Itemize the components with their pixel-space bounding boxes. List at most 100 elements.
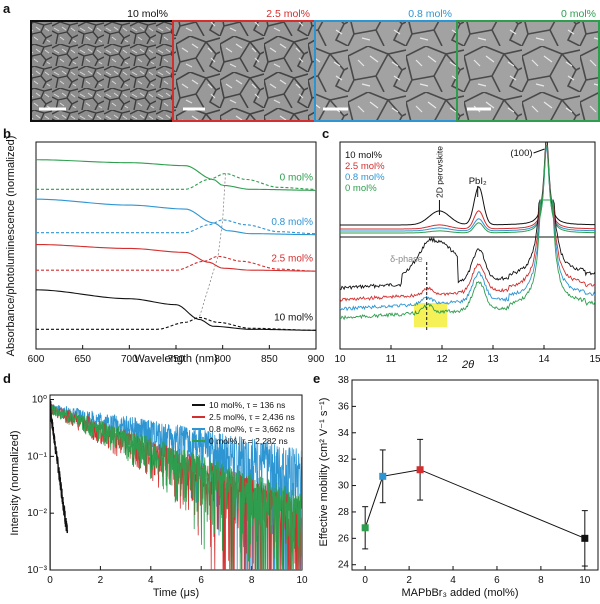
- sem-caption-0mol: 0 mol%: [561, 8, 596, 20]
- chart-e-xlabel: MAPbBr₃ added (mol%): [402, 587, 519, 599]
- chart-c-xtick-label: 14: [538, 354, 550, 365]
- sem-image-0mol: [456, 20, 600, 122]
- chart-d-legend-entry: 0 mol%, τ = 2,282 ns: [209, 436, 288, 446]
- pl-line: [36, 219, 316, 235]
- chart-c: 10 11 12 13 14 15 2D perovskite PbI₂ (100) δ-phas…: [334, 141, 600, 365]
- chart-d-xtick-label: 10: [296, 575, 308, 586]
- chart-d-xtick-label: 0: [47, 575, 53, 586]
- sem-image-2p5mol: [172, 20, 316, 122]
- chart-e-ylabel: Effective mobility (cm² V⁻¹ s⁻¹): [318, 398, 330, 547]
- annotation-pbi2: PbI₂: [469, 176, 487, 187]
- chart-e-ytick-label: 24: [338, 560, 350, 571]
- absorbance-line: [36, 159, 316, 191]
- chart-d-series-group: [50, 398, 302, 570]
- pl-line: [36, 255, 316, 272]
- pl-peak-guide: [198, 173, 226, 318]
- chart-b-xtick-label: 700: [121, 354, 138, 365]
- chart-e-ylabel-group: Effective mobility (cm² V⁻¹ s⁻¹): [318, 398, 330, 547]
- annotation-delta-phase: δ-phase: [390, 254, 423, 264]
- chart-b-ylabel: Absorbance/photoluminescence (normalized…: [5, 136, 17, 357]
- xrd-line-bottom: [340, 199, 595, 312]
- chart-c-legend-entry: 0.8 mol%: [345, 172, 385, 183]
- chart-c-xtick-label: 13: [487, 354, 499, 365]
- chart-b-xtick-label: 850: [261, 354, 278, 365]
- chart-b-xtick-label: 750: [168, 354, 185, 365]
- absorbance-line: [36, 289, 316, 331]
- chart-b-xtick-label: 900: [308, 354, 325, 365]
- sem-image-0p8mol: [314, 20, 458, 122]
- panel-b-label: b: [3, 126, 11, 141]
- sem-caption-10mol: 10 mol%: [127, 8, 168, 20]
- annotation-2d-perovskite: 2D perovskite: [434, 146, 444, 198]
- pl-line: [36, 316, 316, 331]
- annotation-100: (100): [510, 148, 532, 159]
- mobility-point: [416, 466, 424, 474]
- chart-d-xlabel: Time (μs): [153, 587, 199, 599]
- chart-d-xtick-label: 4: [148, 575, 154, 586]
- chart-d-legend-entry: 0.8 mol%, τ = 3,662 ns: [209, 424, 295, 434]
- chart-c-xtick-label: 10: [334, 354, 346, 365]
- chart-e-ytick-label: 26: [338, 533, 350, 544]
- chart-c-xlabel: 2θ: [461, 359, 474, 371]
- chart-b-series-group: [36, 159, 316, 331]
- panel-e-label: e: [313, 371, 320, 386]
- chart-c-frame: [339, 141, 596, 350]
- chart-c-xtick-label: 15: [589, 354, 600, 365]
- chart-d-xtick-label: 8: [249, 575, 255, 586]
- chart-e-xtick-label: 4: [450, 575, 456, 586]
- chart-e-xtick-label: 2: [406, 575, 412, 586]
- chart-e-xtick-label: 6: [494, 575, 500, 586]
- chart-c-legend-entry: 10 mol%: [345, 150, 383, 161]
- pl-line: [36, 173, 316, 190]
- sem-caption-0p8mol: 0.8 mol%: [408, 8, 452, 20]
- chart-b-series-label: 10 mol%: [274, 313, 313, 324]
- chart-b-series-label: 2.5 mol%: [271, 253, 313, 264]
- chart-c-legend-entry: 0 mol%: [345, 183, 377, 194]
- xrd-line-bottom: [340, 199, 595, 321]
- chart-d: 0 2 4 6 8 10 10⁰ 10⁻¹ 10⁻² 10⁻³ 10 mol%, τ = 136 n…: [27, 394, 308, 586]
- chart-d-ytick-label: 10⁻²: [27, 508, 47, 519]
- chart-d-xtick-label: 6: [198, 575, 204, 586]
- mobility-line: [364, 469, 586, 539]
- panel-d-label: d: [3, 371, 11, 386]
- chart-c-xtick-label: 12: [436, 354, 448, 365]
- mobility-point: [379, 472, 387, 480]
- mobility-point: [581, 534, 589, 542]
- chart-d-ylabel-group: Intensity (normalized): [9, 430, 21, 535]
- trpl-line: [50, 404, 302, 570]
- chart-c-series-group: [340, 142, 595, 327]
- sem-images: [30, 20, 600, 122]
- chart-e-ytick-label: 36: [338, 401, 350, 412]
- chart-e-ytick-label: 30: [338, 481, 350, 492]
- chart-b-xtick-label: 650: [74, 354, 91, 365]
- chart-b-xtick-label: 600: [28, 354, 45, 365]
- chart-e-ytick-label: 38: [338, 375, 350, 386]
- chart-d-ylabel: Intensity (normalized): [9, 430, 21, 535]
- chart-b-xtick-label: 800: [214, 354, 231, 365]
- mobility-point: [361, 524, 369, 532]
- trpl-line: [50, 398, 69, 570]
- chart-e-xtick-label: 10: [579, 575, 591, 586]
- chart-e-xtick-label: 0: [362, 575, 368, 586]
- chart-c-xtick-label: 11: [386, 354, 397, 365]
- xrd-line-top: [340, 144, 595, 234]
- chart-d-ytick-label: 10⁻¹: [27, 451, 47, 462]
- chart-b-series-label: 0.8 mol%: [271, 217, 313, 228]
- chart-e-ytick-label: 32: [338, 454, 350, 465]
- annotation-100-pointer: [533, 148, 545, 154]
- chart-d-ytick-label: 10⁰: [32, 395, 47, 406]
- sem-caption-2p5mol: 2.5 mol%: [266, 8, 310, 20]
- chart-d-legend-entry: 2.5 mol%, τ = 2,436 ns: [209, 412, 295, 422]
- chart-b-ylabel-group: Absorbance/photoluminescence (normalized…: [5, 136, 17, 357]
- chart-e-ytick-label: 28: [338, 507, 350, 518]
- chart-b: 600 650 700 750 800 850 900 0 mol% 0.8 mol% 2.5 m…: [28, 141, 325, 365]
- chart-b-series-label: 0 mol%: [280, 173, 313, 184]
- chart-e-frame: [351, 379, 599, 571]
- delta-phase-highlight: [413, 303, 448, 327]
- absorbance-line: [36, 243, 316, 272]
- chart-d-ytick-label: 10⁻³: [27, 565, 47, 576]
- chart-d-xtick-label: 2: [98, 575, 104, 586]
- chart-e-ytick-label: 34: [338, 428, 350, 439]
